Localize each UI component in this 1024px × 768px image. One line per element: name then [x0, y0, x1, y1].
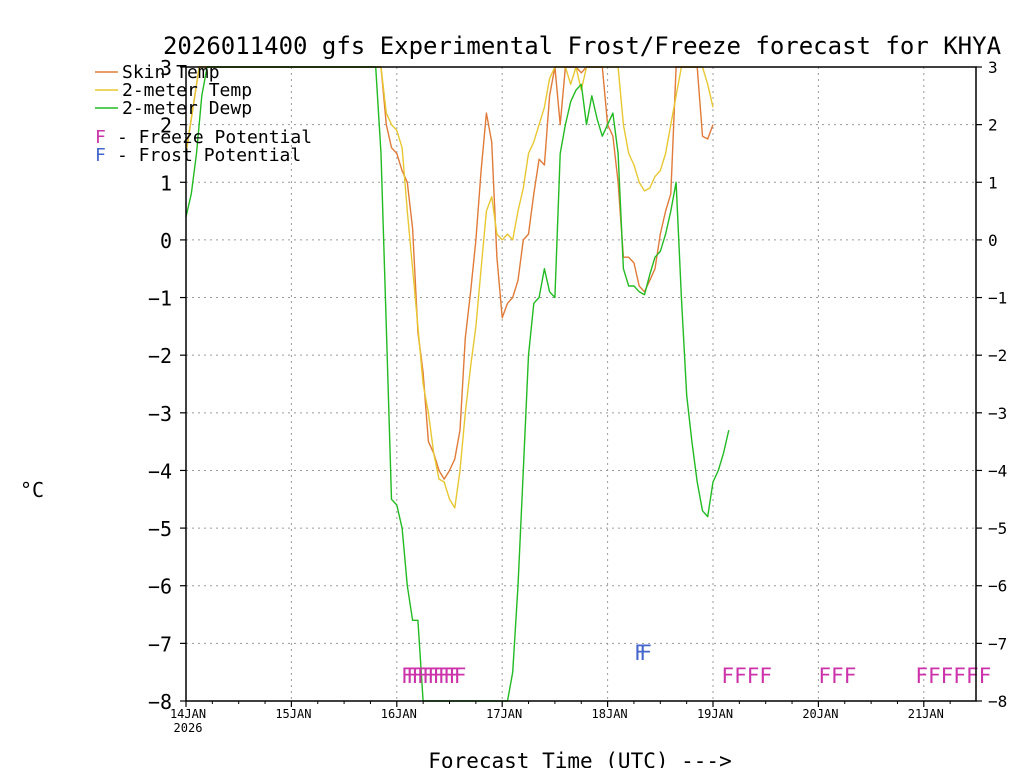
freeze-marker: F	[454, 664, 467, 688]
y-tick-label-right: 3	[988, 58, 998, 77]
freeze-marker: F	[759, 664, 772, 688]
freeze-marker: F	[915, 664, 928, 688]
legend-marker-label: - Freeze Potential	[117, 127, 312, 148]
plot-frame	[185, 66, 977, 702]
y-tick-label: −3	[148, 402, 172, 426]
x-tick-label: 18JAN	[592, 707, 628, 721]
freeze-marker: F	[417, 664, 430, 688]
freeze-marker: F	[747, 664, 760, 688]
y-tick-label: 0	[160, 229, 172, 253]
x-tick-label: 20JAN	[802, 707, 838, 721]
freeze-marker: F	[443, 664, 456, 688]
y-tick-label: −6	[148, 575, 172, 599]
y-axis: 3 3 2 2 1 1 0 0 −1 −1 −2 −2 −3 −3 −4 −4 −5 −5 −6 −6 −7 −7 −8 −8	[148, 56, 1007, 714]
y-tick-label-right: 2	[988, 116, 998, 135]
x-tick-label: 16JAN	[381, 707, 417, 721]
y-tick-label-right: 1	[988, 173, 998, 192]
freeze-marker: F	[427, 664, 440, 688]
2-meter-temp-line	[185, 66, 714, 509]
y-tick-label-right: −2	[988, 346, 1007, 365]
y-tick-label: −2	[148, 344, 172, 368]
x-tick-label: 15JAN	[275, 707, 311, 721]
2-meter-temp-legend-label: 2-meter Temp	[122, 80, 252, 101]
frost-marker: F	[634, 641, 647, 665]
x-tick-label: 21JAN	[908, 707, 944, 721]
freeze-marker: F	[433, 664, 446, 688]
frost-marker: F	[639, 641, 652, 665]
legend-marker-label: - Frost Potential	[117, 145, 301, 166]
legend-marker-glyph: F	[95, 127, 106, 148]
x-tick-label: 19JAN	[697, 707, 733, 721]
y-tick-label-right: −6	[988, 577, 1007, 596]
freeze-marker: F	[953, 664, 966, 688]
series-lines	[185, 66, 730, 702]
freeze-potential-legend: F - Freeze Potential	[95, 127, 312, 148]
freeze-marker: F	[831, 664, 844, 688]
y-tick-label: −5	[148, 517, 172, 541]
frost-marker-group: FF	[634, 641, 652, 665]
freeze-marker: F	[406, 664, 419, 688]
x-tick-label: 14JAN	[170, 707, 206, 721]
freeze-marker: F	[979, 664, 992, 688]
y-tick-label: −7	[148, 632, 172, 656]
y-tick-label: 1	[160, 171, 172, 195]
freeze-marker: F	[928, 664, 941, 688]
2-meter-dewp-line	[185, 66, 730, 702]
freeze-marker: F	[941, 664, 954, 688]
y-tick-label: −4	[148, 459, 172, 483]
y-tick-label-right: −4	[988, 461, 1007, 480]
skin-temp-legend-label: Skin Temp	[122, 62, 220, 83]
2-meter-dewp-legend-label: 2-meter Dewp	[122, 98, 252, 119]
y-tick-label-right: −1	[988, 289, 1007, 308]
freeze-marker: F	[438, 664, 451, 688]
y-tick-label-right: −8	[988, 692, 1007, 711]
freeze-marker: F	[422, 664, 435, 688]
y-tick-label-right: −3	[988, 404, 1007, 423]
freeze-marker: F	[721, 664, 734, 688]
y-tick-label-right: −5	[988, 519, 1007, 538]
freeze-marker: F	[401, 664, 414, 688]
y-tick-label: −1	[148, 287, 172, 311]
freeze-marker: F	[818, 664, 831, 688]
x-axis-label: Forecast Time (UTC) --->	[428, 749, 731, 768]
y-axis-label: °C	[20, 478, 44, 502]
y-tick-label-right: −7	[988, 634, 1007, 653]
freeze-marker: F	[844, 664, 857, 688]
y-tick-label: −8	[148, 690, 172, 714]
y-tick-label-right: 0	[988, 231, 998, 250]
x-tick-sublabel: 2026	[174, 721, 203, 735]
y-tick-label: 3	[160, 56, 172, 80]
grid	[186, 67, 976, 701]
legend-marker-glyph: F	[95, 145, 106, 166]
freeze-marker: F	[448, 664, 461, 688]
freeze-marker: F	[412, 664, 425, 688]
freeze-marker: F	[734, 664, 747, 688]
frost-potential-legend: F - Frost Potential	[95, 145, 301, 166]
chart-title: 2026011400 gfs Experimental Frost/Freeze…	[163, 32, 1002, 60]
y-tick-label: 2	[160, 114, 172, 138]
x-tick-label: 17JAN	[486, 707, 522, 721]
